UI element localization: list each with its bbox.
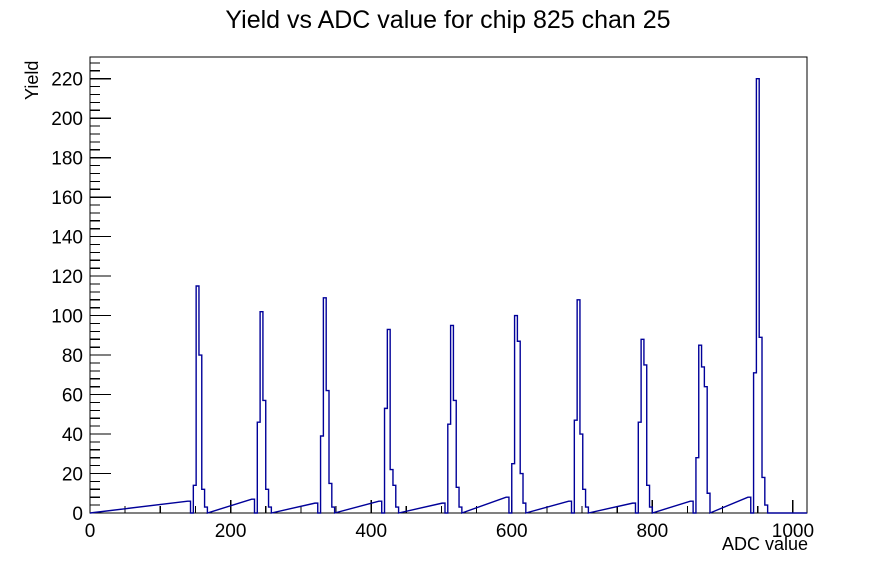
x-tick-label: 1000 [772,521,814,542]
y-tick-label: 120 [51,267,83,288]
y-tick-label: 220 [51,70,83,91]
y-tick-label: 80 [62,346,83,367]
y-tick-label: 60 [62,386,83,407]
y-tick-label: 180 [51,149,83,170]
y-tick-label: 40 [62,425,83,446]
x-axis-title: ADC value [721,534,808,554]
y-tick-label: 0 [72,504,83,525]
x-tick-label: 400 [355,521,387,542]
y-tick-label: 160 [51,188,83,209]
x-tick-label: 0 [85,521,96,542]
y-tick-label: 100 [51,307,83,328]
y-tick-label: 140 [51,228,83,249]
y-tick-label: 20 [62,465,83,486]
x-tick-label: 200 [215,521,247,542]
x-tick-label: 600 [496,521,528,542]
histogram-line [89,78,807,515]
chart-title: Yield vs ADC value for chip 825 chan 25 [225,6,671,34]
x-tick-label: 800 [637,521,669,542]
y-tick-label: 200 [51,109,83,130]
